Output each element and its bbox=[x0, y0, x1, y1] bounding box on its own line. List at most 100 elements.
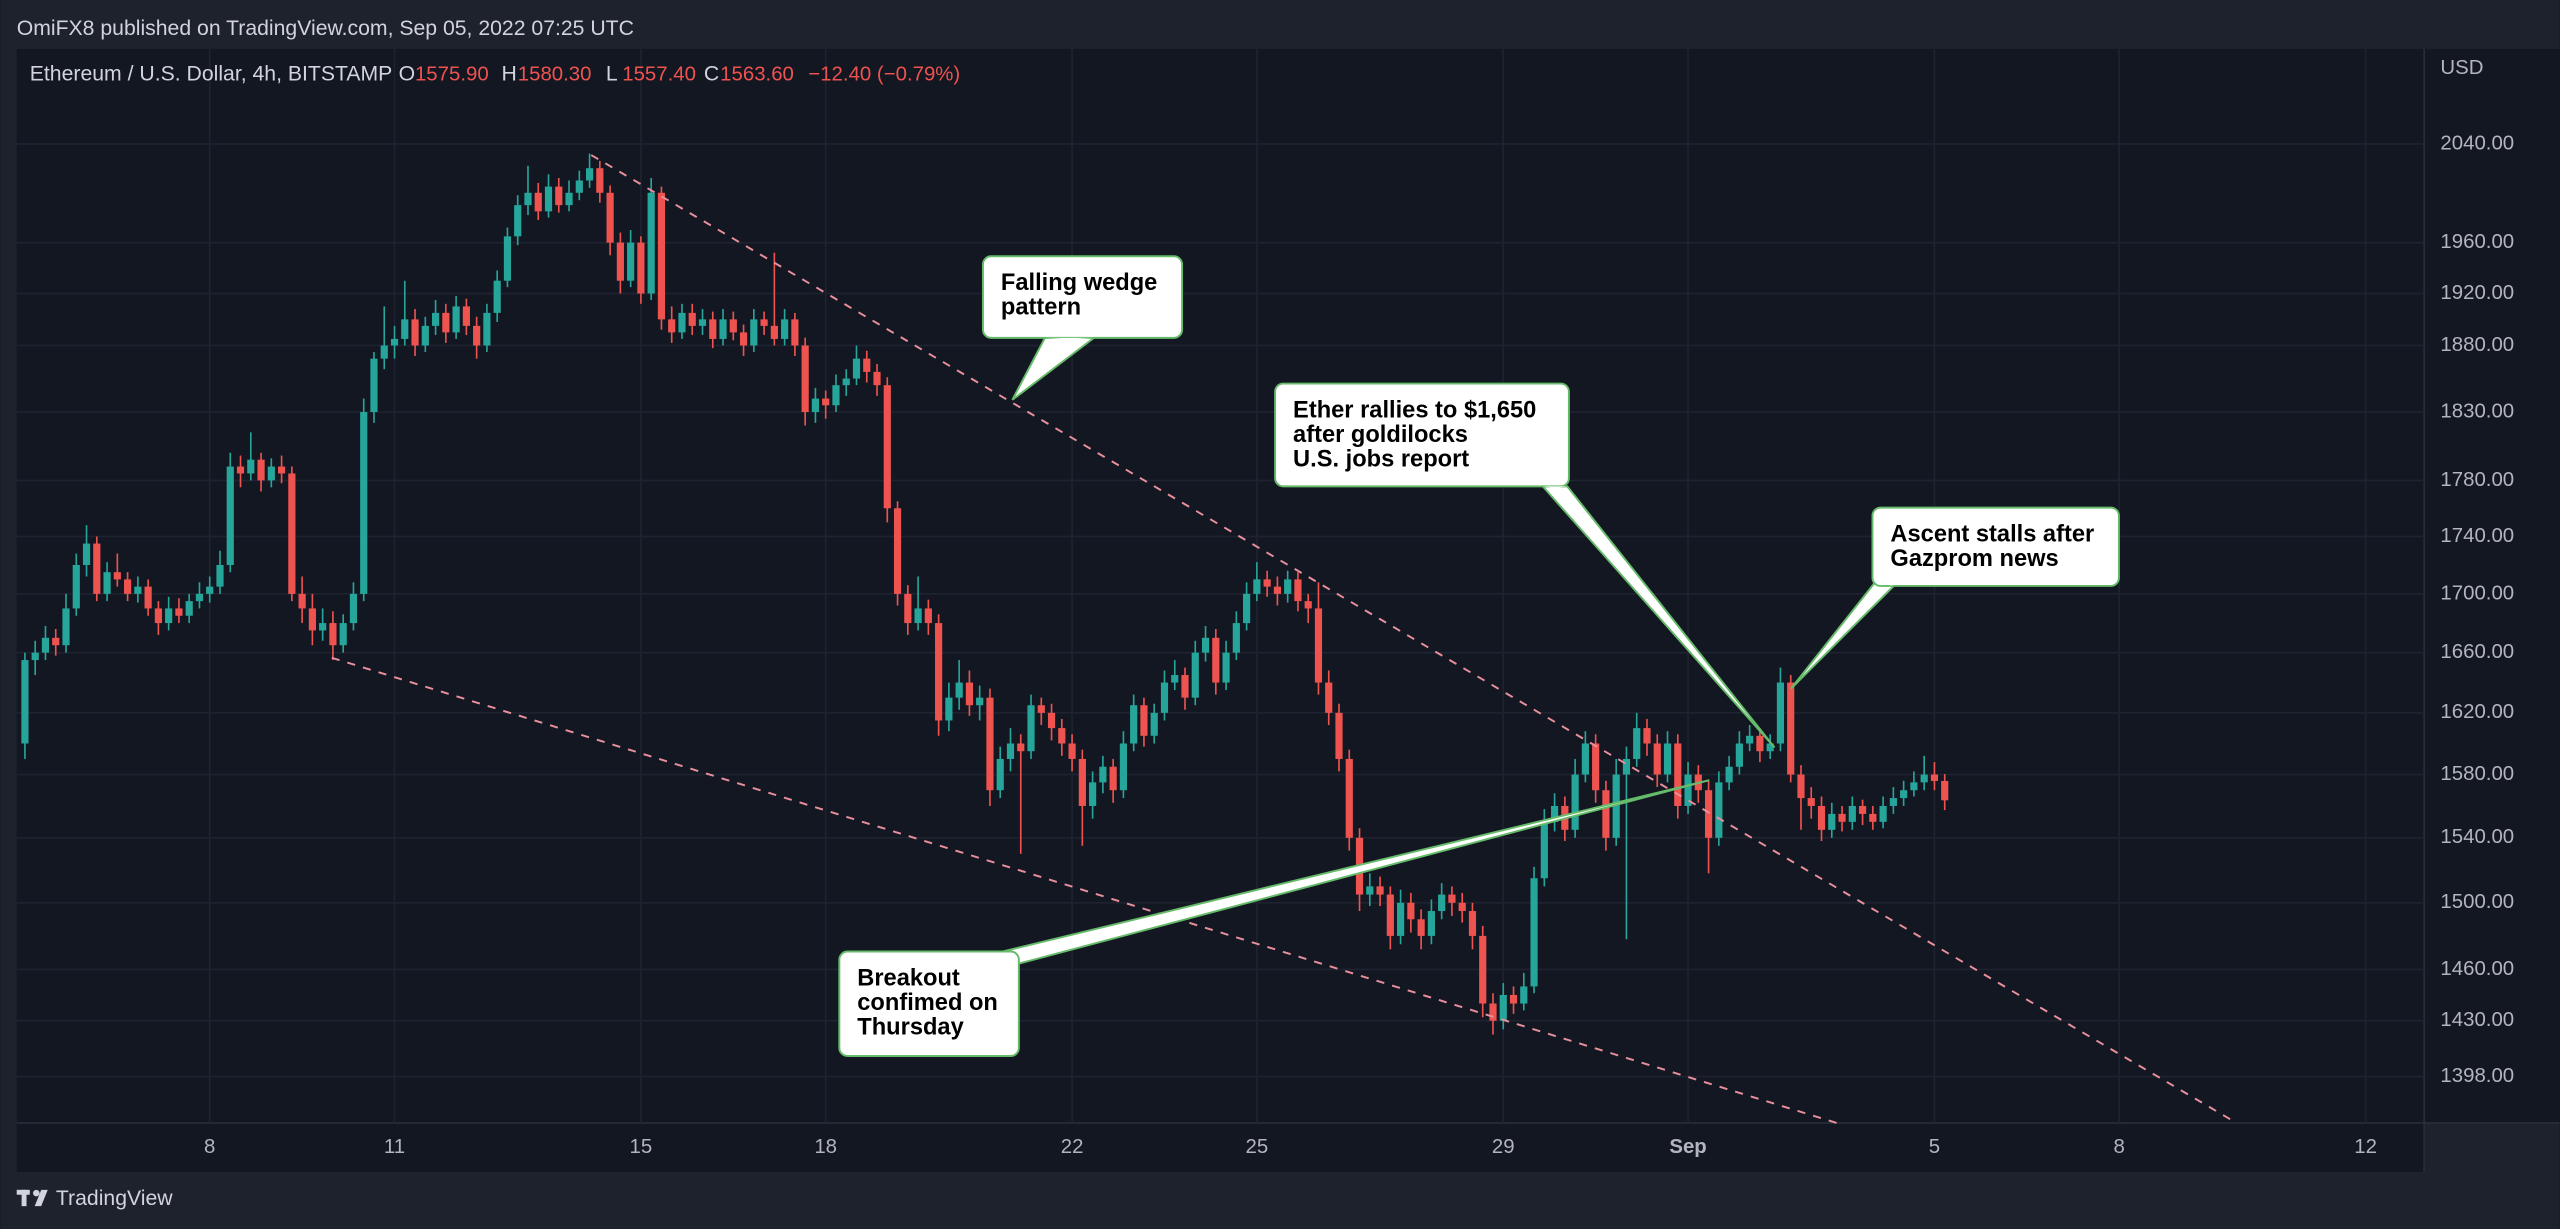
candle-body bbox=[811, 398, 820, 413]
symbol-title: Ethereum / U.S. Dollar, 4h, BITSTAMP bbox=[30, 63, 393, 86]
candle-body bbox=[411, 319, 419, 346]
candle-body bbox=[52, 637, 60, 646]
candle-body bbox=[1160, 682, 1169, 713]
candle-body bbox=[1550, 805, 1559, 822]
publish-info: OmiFX8 published on TradingView.com, Sep… bbox=[17, 17, 634, 40]
x-tick-label: 22 bbox=[1061, 1136, 1084, 1158]
candle-body bbox=[1253, 579, 1261, 594]
legend-change: −12.40 (−0.79%) bbox=[808, 63, 960, 85]
x-tick-label: Sep bbox=[1669, 1136, 1706, 1158]
time-axis bbox=[16, 1122, 2425, 1172]
candle-body bbox=[329, 623, 337, 646]
candle-body bbox=[431, 312, 440, 326]
y-tick-label: 1398.00 bbox=[2440, 1065, 2514, 1087]
candle-body bbox=[1674, 743, 1682, 806]
y-tick-label: 1540.00 bbox=[2440, 826, 2514, 848]
candle-body bbox=[883, 385, 891, 509]
wedge-upper-line bbox=[590, 154, 2237, 1124]
candle-body bbox=[688, 312, 696, 326]
candle-body bbox=[360, 412, 368, 594]
callout-box bbox=[1871, 506, 2120, 587]
y-tick-label: 1740.00 bbox=[2440, 525, 2514, 547]
candle-body bbox=[1489, 1003, 1497, 1021]
candle-body bbox=[729, 319, 737, 333]
candle-body bbox=[165, 608, 173, 624]
ohlc-legend: O 1575.90 H 1580.30 L 1557.40 C 1563.60 −12.40 (… bbox=[399, 63, 961, 86]
candle-body bbox=[154, 608, 162, 624]
candle-body bbox=[1797, 774, 1805, 799]
candle-body bbox=[842, 378, 850, 386]
candle-body bbox=[698, 319, 707, 326]
candle-body bbox=[945, 697, 953, 721]
candle-body bbox=[473, 325, 481, 346]
candle-body bbox=[113, 572, 121, 580]
candle-body bbox=[1335, 712, 1343, 759]
candle-body bbox=[1756, 735, 1764, 752]
candle-body bbox=[1869, 813, 1877, 822]
y-tick-label: 2040.00 bbox=[2440, 132, 2514, 154]
candle-body bbox=[175, 608, 183, 616]
legend-value: 1563.60 bbox=[720, 63, 794, 85]
candle-body bbox=[1222, 652, 1230, 683]
candle-body bbox=[1058, 728, 1066, 744]
candle-body bbox=[739, 332, 748, 346]
candle-body bbox=[1314, 608, 1323, 683]
candle-body bbox=[935, 623, 943, 721]
candle-body bbox=[483, 312, 491, 346]
candle-body bbox=[1592, 743, 1600, 791]
candle-body bbox=[82, 543, 91, 566]
callout-text: Ether rallies to $1,650 bbox=[1293, 398, 1536, 424]
candle-body bbox=[1612, 774, 1620, 838]
candle-body bbox=[678, 312, 686, 333]
candle-body bbox=[1633, 728, 1641, 759]
candle-body bbox=[668, 319, 676, 333]
callout-text: Thursday bbox=[857, 1014, 964, 1040]
candle-body bbox=[770, 325, 778, 339]
x-tick-label: 29 bbox=[1492, 1136, 1515, 1158]
candle-body bbox=[493, 280, 501, 313]
candle-body bbox=[852, 358, 861, 379]
candle-body bbox=[965, 682, 974, 706]
candle-body bbox=[1150, 712, 1158, 736]
candle-body bbox=[1571, 774, 1579, 830]
candle-body bbox=[1284, 579, 1292, 594]
candle-body bbox=[1386, 894, 1394, 936]
candle-body bbox=[1068, 743, 1076, 759]
candle-body bbox=[1879, 805, 1887, 822]
candle-body bbox=[257, 459, 265, 481]
candle-body bbox=[1838, 813, 1846, 822]
candle-body bbox=[278, 466, 286, 474]
candles bbox=[21, 153, 1949, 1035]
candle-body bbox=[1735, 743, 1743, 767]
candle-body bbox=[134, 586, 142, 594]
candle-body bbox=[514, 205, 522, 237]
candle-body bbox=[1304, 601, 1312, 609]
candle-body bbox=[822, 398, 830, 406]
callout-text: confimed on bbox=[857, 990, 998, 1016]
candle-body bbox=[349, 593, 358, 624]
legend-value: 1575.90 bbox=[415, 63, 489, 85]
candle-body bbox=[288, 473, 296, 594]
candle-body bbox=[1725, 766, 1733, 783]
candle-body bbox=[421, 325, 429, 346]
candle-body bbox=[986, 697, 994, 791]
candle-body bbox=[247, 459, 255, 474]
candle-body bbox=[1509, 994, 1518, 1004]
y-tick-label: 1780.00 bbox=[2440, 469, 2514, 491]
candle-body bbox=[1294, 579, 1302, 602]
candle-body bbox=[1458, 902, 1466, 912]
candle-body bbox=[1499, 994, 1507, 1021]
logo-part bbox=[34, 1189, 48, 1207]
currency-label: USD bbox=[2440, 57, 2483, 79]
candle-body bbox=[1232, 623, 1240, 653]
candle-body bbox=[801, 345, 809, 413]
candle-body bbox=[1273, 586, 1281, 594]
y-tick-label: 1620.00 bbox=[2440, 701, 2514, 723]
candle-body bbox=[1746, 735, 1754, 744]
candle-body bbox=[955, 682, 963, 698]
candle-body bbox=[1427, 911, 1435, 936]
candle-body bbox=[1766, 743, 1774, 752]
candle-body bbox=[1243, 593, 1251, 624]
candle-body bbox=[1653, 743, 1661, 775]
